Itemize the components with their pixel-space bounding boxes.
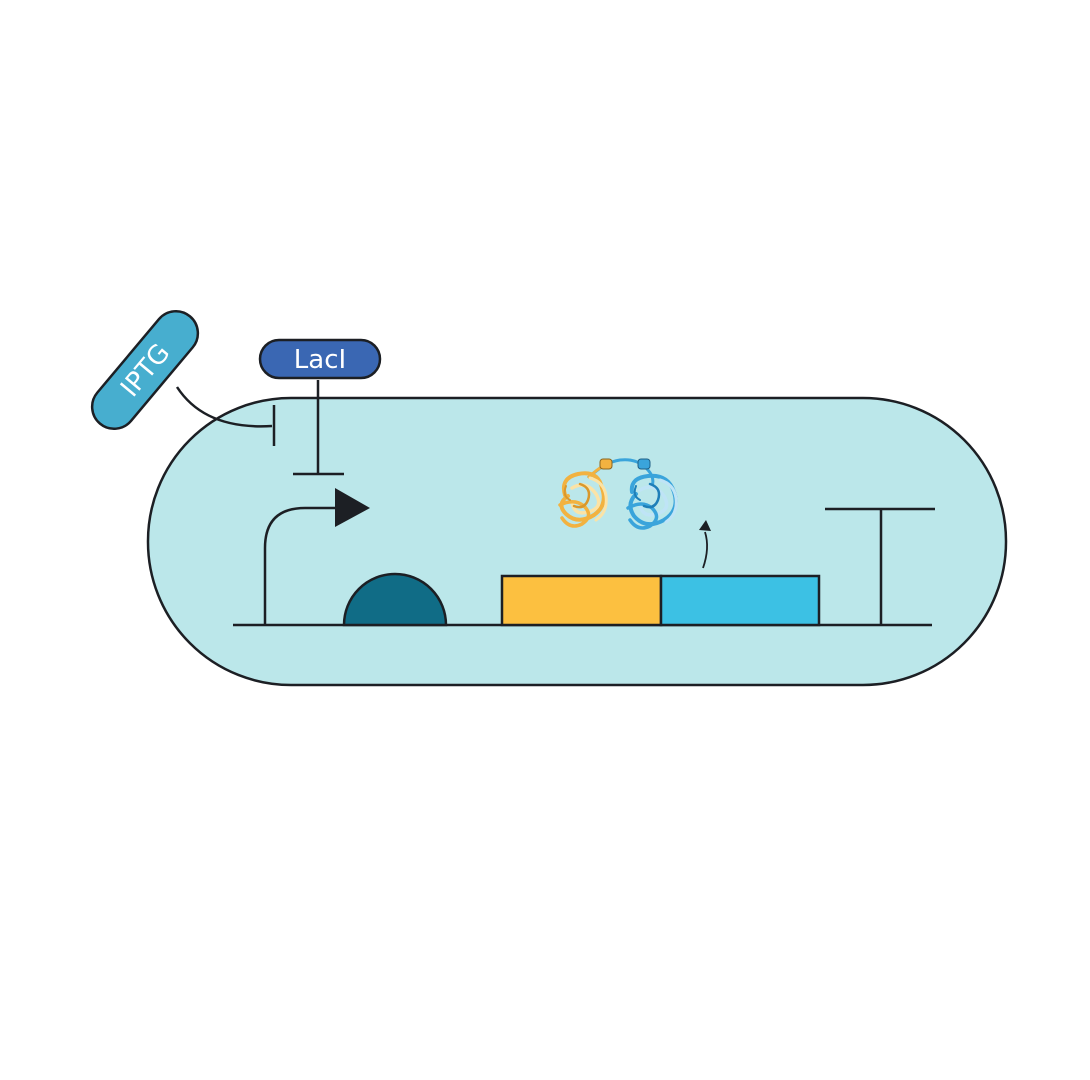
promoter-arrow-icon (263, 488, 370, 625)
iptg-pill (90, 309, 200, 431)
laci-label: LacI (294, 345, 346, 375)
protein-domain-blue (626, 473, 678, 530)
protein-domain-yellow (558, 471, 608, 528)
gene-part-2 (659, 574, 821, 627)
laci-pill (258, 338, 382, 380)
expression-arrow (702, 531, 708, 569)
expression-arrowhead (699, 520, 711, 531)
gene-part-1 (500, 574, 663, 627)
iptg-molecule: IPTG (90, 309, 200, 431)
terminator-icon (825, 507, 935, 625)
operator-site (342, 572, 448, 627)
iptg-inhibition-arc (175, 386, 273, 428)
cell-body (146, 396, 1008, 687)
laci-repressor: LacI (258, 338, 382, 380)
folded-protein-icon (558, 458, 678, 530)
